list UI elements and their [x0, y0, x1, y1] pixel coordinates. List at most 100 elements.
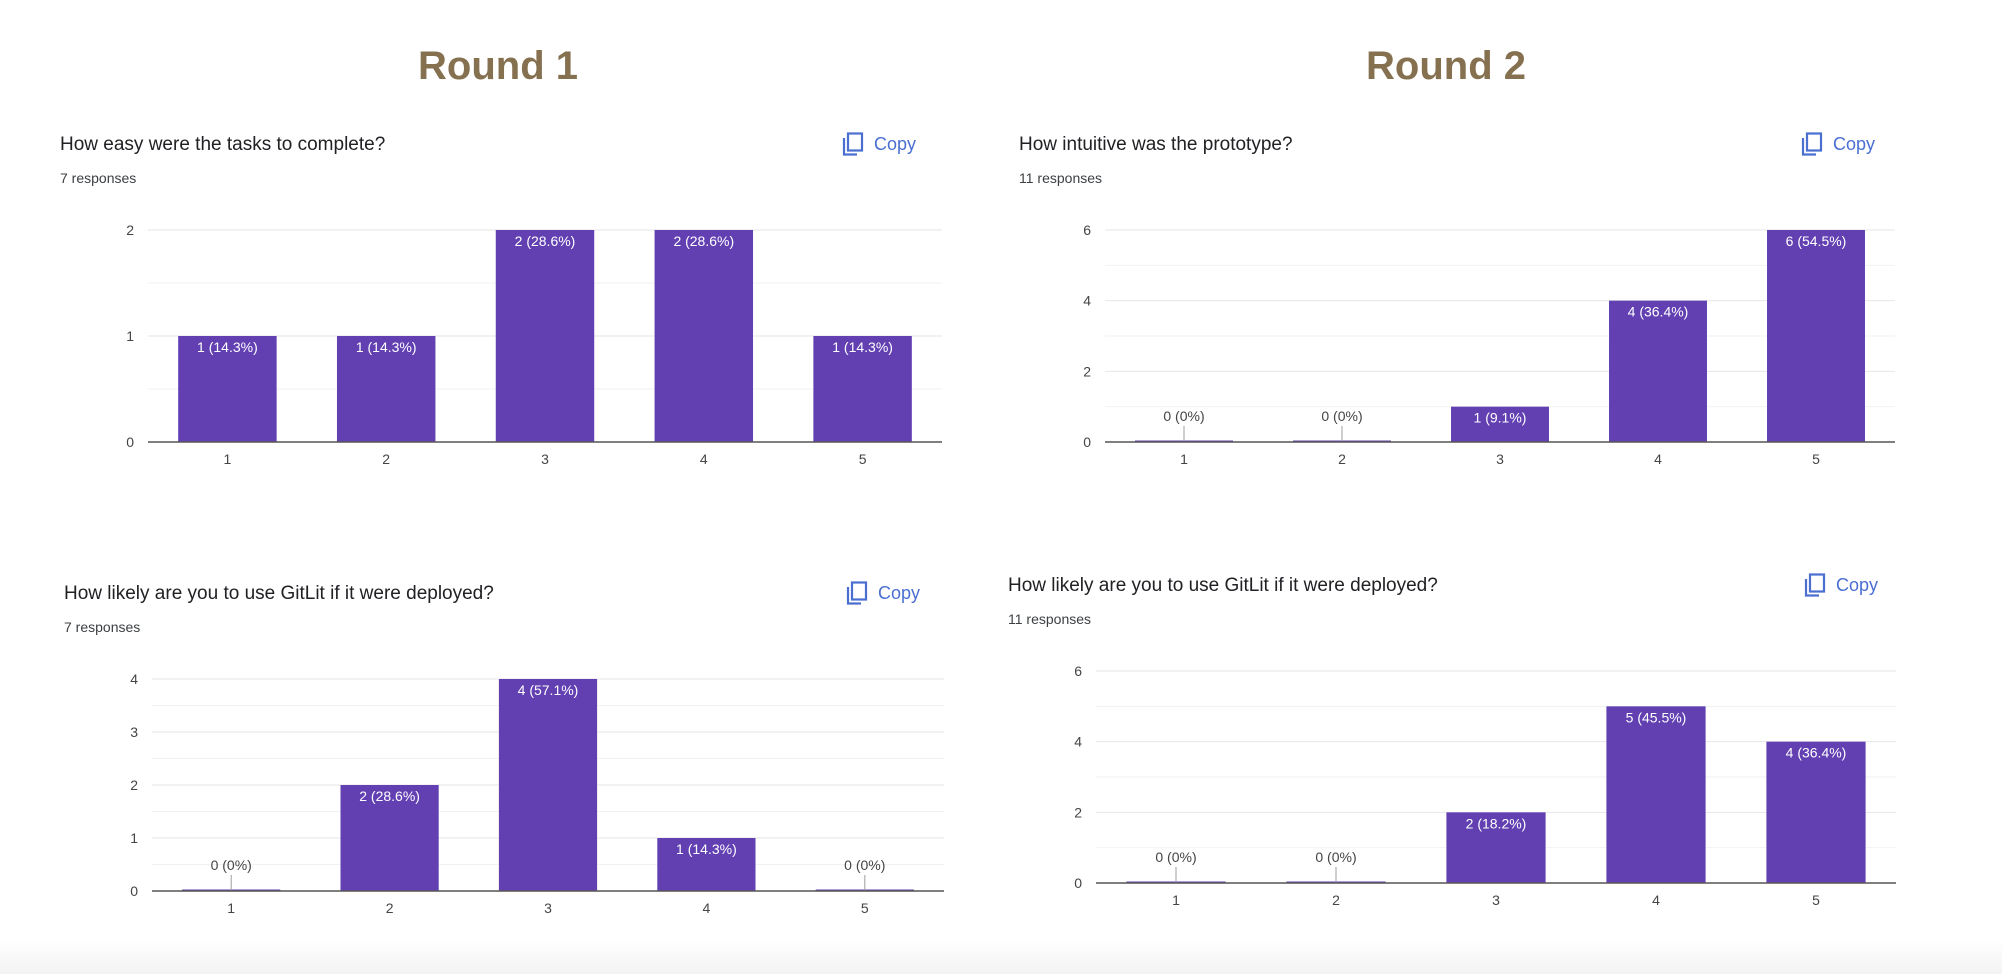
bar-chart: 0 2 4 6 1 0 (0%) 2 0 (0%) 3 2 (18.2%) 4 5 (45.5%) 5 4…	[1074, 663, 1896, 908]
data-label: 4 (57.1%)	[518, 682, 579, 698]
bar	[336, 336, 436, 442]
data-label: 1 (9.1%)	[1474, 410, 1527, 426]
x-tick-label: 4	[1654, 451, 1662, 467]
data-label: 0 (0%)	[1315, 849, 1356, 865]
bar	[1451, 406, 1549, 442]
x-tick-label: 4	[700, 451, 708, 467]
x-tick-label: 3	[544, 900, 552, 916]
y-tick-label: 0	[126, 434, 134, 450]
copy-label: Copy	[878, 582, 921, 603]
y-tick-label: 4	[1074, 734, 1082, 750]
data-label: 1 (14.3%)	[832, 339, 893, 355]
y-tick-label: 4	[130, 671, 138, 687]
y-tick-label: 2	[1083, 363, 1091, 379]
data-label: 6 (54.5%)	[1786, 233, 1847, 249]
question-panel-2: How intuitive was the prototype? 11 resp…	[1019, 132, 1909, 474]
y-tick-label: 4	[1083, 293, 1091, 309]
bar	[340, 785, 439, 891]
response-count: 11 responses	[1008, 611, 1092, 627]
bar	[813, 336, 912, 442]
x-tick-label: 1	[227, 900, 235, 916]
x-tick-label: 1	[1172, 892, 1180, 908]
copy-button[interactable]: Copy	[840, 575, 926, 611]
copy-icon	[1804, 573, 1826, 597]
bar	[654, 230, 754, 442]
x-tick-label: 5	[1812, 892, 1820, 908]
copy-button[interactable]: Copy	[1795, 126, 1881, 162]
question-title: How intuitive was the prototype?	[1019, 134, 1293, 155]
question-title: How likely are you to use GitLit if it w…	[1008, 575, 1438, 596]
y-tick-label: 3	[130, 724, 138, 740]
x-tick-label: 2	[382, 451, 390, 467]
bar-chart: 0 1 2 1 1 (14.3%) 2 1 (14.3%) 3 2 (28.6%) 4 2 (28.…	[126, 222, 942, 467]
data-label: 0 (0%)	[1155, 849, 1196, 865]
question-panel-3: How likely are you to use GitLit if it w…	[64, 581, 954, 923]
data-label: 0 (0%)	[1163, 408, 1204, 424]
y-tick-label: 2	[126, 222, 134, 238]
data-label: 2 (28.6%)	[515, 233, 576, 249]
data-label: 0 (0%)	[211, 857, 252, 873]
copy-icon	[842, 132, 864, 156]
x-tick-label: 4	[703, 900, 711, 916]
x-tick-label: 3	[1492, 892, 1500, 908]
y-tick-label: 6	[1083, 222, 1091, 238]
x-tick-label: 5	[861, 900, 869, 916]
data-label: 2 (28.6%)	[673, 233, 734, 249]
x-tick-label: 2	[1338, 451, 1346, 467]
question-panel-1: How easy were the tasks to complete? 7 r…	[60, 132, 950, 474]
y-tick-label: 0	[1083, 434, 1091, 450]
question-title: How likely are you to use GitLit if it w…	[64, 583, 494, 604]
response-count: 7 responses	[60, 170, 137, 186]
x-tick-label: 3	[541, 451, 549, 467]
round-2-title: Round 2	[1366, 44, 1526, 88]
data-label: 0 (0%)	[1321, 408, 1362, 424]
x-tick-label: 4	[1652, 892, 1660, 908]
bar-chart: 0 1 2 3 4 1 0 (0%) 2 2 (28.6%) 3 4 (57.1%) 4 1 (14.3…	[130, 671, 944, 916]
y-tick-label: 0	[1074, 875, 1082, 891]
bar	[657, 838, 756, 891]
page-bottom-band	[0, 940, 2002, 974]
copy-button[interactable]: Copy	[1798, 567, 1884, 603]
copy-label: Copy	[1836, 574, 1879, 595]
response-count: 11 responses	[1019, 170, 1103, 186]
y-tick-label: 1	[130, 830, 138, 846]
data-label: 4 (36.4%)	[1786, 745, 1847, 761]
data-label: 5 (45.5%)	[1626, 709, 1687, 725]
bar	[1609, 300, 1707, 442]
bar	[1766, 741, 1866, 883]
copy-label: Copy	[1833, 133, 1876, 154]
x-tick-label: 5	[859, 451, 867, 467]
x-tick-label: 1	[1180, 451, 1188, 467]
round-1-title: Round 1	[418, 44, 578, 88]
response-count: 7 responses	[64, 619, 141, 635]
data-label: 1 (14.3%)	[676, 841, 737, 857]
y-tick-label: 1	[126, 328, 134, 344]
x-tick-label: 2	[386, 900, 394, 916]
data-label: 2 (18.2%)	[1466, 815, 1527, 831]
data-label: 0 (0%)	[844, 857, 885, 873]
bar	[178, 336, 277, 442]
copy-button[interactable]: Copy	[836, 126, 922, 162]
y-tick-label: 0	[130, 883, 138, 899]
bar	[1767, 230, 1865, 442]
x-tick-label: 5	[1812, 451, 1820, 467]
bar-chart: 0 2 4 6 1 0 (0%) 2 0 (0%) 3 1 (9.1%) 4 4 (36.4%) 5 6 …	[1083, 222, 1895, 467]
x-tick-label: 1	[224, 451, 232, 467]
data-label: 2 (28.6%)	[359, 788, 420, 804]
y-tick-label: 2	[1074, 804, 1082, 820]
data-label: 1 (14.3%)	[356, 339, 417, 355]
question-panel-4: How likely are you to use GitLit if it w…	[1008, 573, 1908, 915]
bar	[498, 679, 598, 891]
copy-icon	[1801, 132, 1823, 156]
x-tick-label: 2	[1332, 892, 1340, 908]
question-title: How easy were the tasks to complete?	[60, 134, 386, 155]
data-label: 4 (36.4%)	[1628, 304, 1689, 320]
copy-label: Copy	[874, 133, 917, 154]
data-label: 1 (14.3%)	[197, 339, 258, 355]
bar	[495, 230, 595, 442]
bar	[1446, 812, 1546, 883]
y-tick-label: 2	[130, 777, 138, 793]
x-tick-label: 3	[1496, 451, 1504, 467]
bar	[1606, 706, 1706, 883]
copy-icon	[846, 581, 868, 605]
